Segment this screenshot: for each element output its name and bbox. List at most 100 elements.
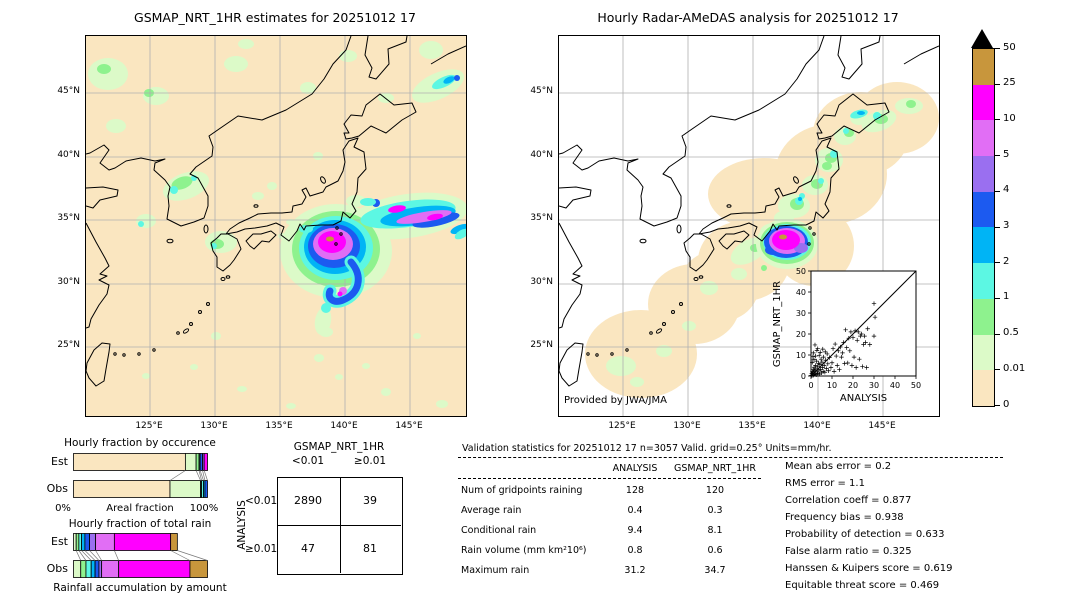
- right-map-canvas: [558, 35, 940, 417]
- stat-value-gsmap: 120: [705, 485, 725, 496]
- score-line: Mean abs error = 0.2: [785, 461, 892, 472]
- colorbar-tick: [995, 190, 1000, 192]
- colorbar-tick-label: 10: [1003, 112, 1016, 124]
- x-tick-label: 125°E: [608, 421, 636, 431]
- colorbar-segment: [973, 263, 994, 299]
- connector-line: [78, 550, 87, 561]
- inset-ticks: 00 10 10 20 20 30 30 40 40 50 50: [796, 267, 921, 390]
- contingency-col-title: GSMAP_NRT_1HR: [293, 441, 385, 453]
- scatter-point: [825, 361, 830, 367]
- bar-segment: [84, 533, 90, 551]
- colorbar-tick: [995, 369, 1000, 371]
- colorbar-segment: [973, 84, 994, 121]
- colorbar-segment: [973, 156, 994, 192]
- left-map-canvas: [85, 35, 470, 417]
- y-tick-label: 0: [801, 372, 806, 381]
- identity-line: [810, 270, 917, 377]
- connector-line: [114, 550, 119, 561]
- bar-segment: [169, 480, 201, 498]
- stat-value-gsmap: 0.3: [707, 505, 723, 516]
- occurrence-bars: [73, 453, 208, 498]
- x-tick-label: 125°E: [135, 421, 163, 431]
- bar-segment: [80, 560, 87, 578]
- scatter-point: [821, 354, 826, 360]
- inset-scatter-plot: 00 10 10 20 20 30 30 40 40 50 50 ANALYSIS GSMAP_NR…: [772, 267, 921, 404]
- col-header-analysis: ANALYSIS: [612, 463, 658, 474]
- scatter-point: [834, 353, 839, 359]
- stat-value-analysis: 0.4: [627, 505, 643, 516]
- bar-segment: [73, 533, 77, 551]
- connector-line: [95, 550, 102, 561]
- left-heavy-rain: [138, 74, 470, 313]
- scatter-point: [828, 365, 834, 370]
- x-axis-label: Areal fraction: [106, 503, 174, 514]
- y-tick-label: 25°N: [530, 340, 553, 350]
- scatter-point: [819, 359, 825, 365]
- bar-segment: [94, 560, 100, 578]
- scatter-point: [860, 364, 865, 369]
- connector-line: [199, 470, 204, 481]
- scatter-point: [859, 331, 864, 337]
- scatter-point: [839, 354, 844, 360]
- colorbar-tick-label: 0: [1003, 398, 1010, 410]
- y-tick-label: 30°N: [57, 277, 80, 287]
- scatter-point: [823, 358, 828, 363]
- stat-value-gsmap: 0.6: [707, 545, 723, 556]
- col-label-lt: <0.01: [291, 455, 325, 467]
- y-tick-label: 40: [796, 288, 806, 297]
- scatter-point: [816, 353, 822, 358]
- x-tick-label: 135°E: [265, 421, 293, 431]
- bar-segment: [95, 533, 115, 551]
- left-map: [85, 35, 470, 417]
- scatter-point: [827, 355, 832, 360]
- y-tick-label: 10: [796, 351, 806, 360]
- connector-line: [195, 470, 201, 481]
- score-line: Hanssen & Kuipers score = 0.619: [785, 563, 953, 574]
- score-line: RMS error = 1.1: [785, 478, 865, 489]
- scatter-point: [822, 363, 827, 368]
- scatter-point: [847, 348, 853, 353]
- validation-title: Validation statistics for 20251012 17 n=…: [462, 443, 832, 454]
- scatter-point: [814, 358, 819, 364]
- bar-segment: [184, 453, 197, 471]
- scatter-point: [853, 365, 859, 370]
- score-line: Frequency bias = 0.938: [785, 512, 904, 523]
- scatter-point: [872, 315, 878, 320]
- scatter-point: [818, 367, 823, 372]
- bar-segment: [204, 480, 208, 498]
- scatter-point: [831, 369, 837, 374]
- left-map-title: GSMAP_NRT_1HR estimates for 20251012 17: [134, 10, 416, 25]
- row-label-obs: Obs: [46, 482, 68, 495]
- scatter-point: [841, 340, 846, 345]
- right-map-title: Hourly Radar-AMeDAS analysis for 2025101…: [597, 10, 899, 25]
- stat-value-analysis: 31.2: [624, 565, 646, 576]
- scatter-point: [814, 348, 820, 353]
- scatter-point: [812, 342, 818, 348]
- colorbar-tick-label: 0.01: [1003, 362, 1026, 374]
- bar-segment: [85, 560, 92, 578]
- connector-line: [198, 470, 202, 481]
- scatter-point: [849, 363, 855, 368]
- occurrence-chart: Hourly fraction by occurence Est Obs 0% …: [40, 437, 250, 519]
- scatter-point: [863, 340, 868, 345]
- scatter-point: [811, 350, 816, 356]
- stat-label: Rain volume (mm km²10⁶): [461, 545, 587, 556]
- scatter-points: [809, 301, 878, 378]
- connector-line: [202, 470, 206, 481]
- x-min-label: 0%: [55, 503, 71, 514]
- colorbar-tick-label: 1: [1003, 291, 1010, 303]
- stat-value-analysis: 0.8: [627, 545, 643, 556]
- scatter-point: [848, 329, 854, 335]
- colorbar-overflow-arrow: [971, 29, 993, 48]
- connector-line: [203, 470, 208, 481]
- stat-value-gsmap: 34.7: [704, 565, 726, 576]
- stat-value-analysis: 9.4: [627, 525, 643, 536]
- x-tick-label: 20: [848, 381, 858, 390]
- dashed-rule-mid: [458, 478, 761, 479]
- bar-segment: [73, 453, 186, 471]
- colorbar-tick-label: 25: [1003, 77, 1016, 89]
- bar-segment: [98, 560, 103, 578]
- scatter-point: [815, 364, 820, 369]
- total-rain-caption: Rainfall accumulation by amount: [53, 582, 227, 594]
- x-tick-label: 140°E: [803, 421, 831, 431]
